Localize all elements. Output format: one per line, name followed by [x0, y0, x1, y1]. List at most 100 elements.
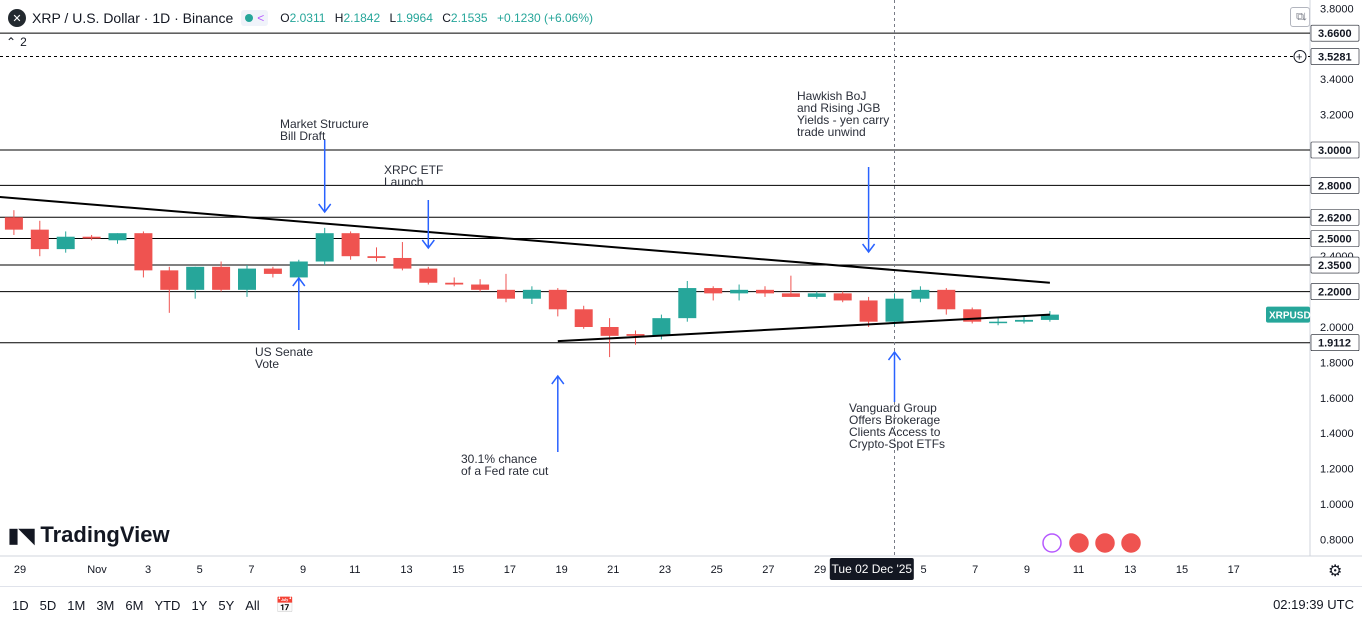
price-tick: 3.8000 [1320, 3, 1354, 15]
current-price-tag-bg [1266, 306, 1310, 323]
timeframe-1m[interactable]: 1M [67, 597, 86, 613]
add-alert-plus: + [1296, 52, 1302, 64]
clock[interactable]: 02:19:39 UTC [1273, 597, 1354, 612]
candle-body [1015, 319, 1033, 322]
time-tick: Nov [87, 564, 107, 576]
x-logo-icon[interactable]: ✕ [8, 9, 26, 27]
level-tag-bg [1310, 230, 1360, 247]
level-tag: 2.2000 [1318, 287, 1352, 299]
timeframe-6m[interactable]: 6M [125, 597, 144, 613]
annotation-arrowhead [292, 276, 306, 287]
time-tick: 7 [248, 564, 254, 576]
time-tick: 9 [300, 564, 306, 576]
annotation-text: Clients Access to [849, 425, 941, 439]
annotation-arrowhead [318, 203, 332, 214]
arrow-down-icon[interactable]: ↓ [1301, 8, 1309, 23]
annotation-text: XRPC ETF [384, 163, 443, 177]
tradingview-logo: ▮◥ TradingView [8, 522, 170, 547]
timeframe-ytd[interactable]: YTD [154, 597, 181, 613]
level-tag: 2.6200 [1318, 212, 1352, 224]
indicator-toggle[interactable]: ⌃ 2 [6, 35, 27, 49]
chart-header: ✕ XRP / U.S. Dollar · 1D · Binance < O2.… [0, 0, 593, 36]
annotation-text: Bill Draft [280, 129, 326, 143]
price-tick: 0.8000 [1320, 534, 1354, 546]
us-flag-icon[interactable] [1069, 533, 1089, 553]
descending-resistance-line[interactable] [0, 195, 1050, 284]
symbol-title[interactable]: XRP / U.S. Dollar · 1D · Binance [32, 10, 234, 26]
us-flag-icon[interactable] [1095, 533, 1115, 553]
price-chart[interactable]: 3.80003.40003.20002.40002.00001.80001.60… [0, 0, 1362, 586]
timeframe-5y[interactable]: 5Y [218, 597, 235, 613]
candle-body [522, 289, 541, 299]
timeframe-5d[interactable]: 5D [39, 597, 57, 613]
time-tick: 29 [14, 564, 26, 576]
candle-body [186, 266, 205, 290]
annotation-arrowhead [861, 243, 876, 254]
candle-body [263, 268, 282, 274]
time-tick: 15 [452, 564, 464, 576]
time-tick: 5 [920, 564, 926, 576]
candle-body [704, 288, 723, 294]
annotation-text: US Senate [255, 345, 313, 359]
price-tick: 2.0000 [1320, 322, 1354, 334]
price-tick: 3.2000 [1320, 110, 1354, 122]
level-tag-bg [1310, 177, 1360, 194]
annotation-text: of a Fed rate cut [461, 464, 549, 478]
time-tick: 29 [814, 564, 826, 576]
timeframe-1d[interactable]: 1D [12, 597, 29, 613]
gear-icon[interactable]: ⚙ [1328, 563, 1343, 580]
time-tick: 3 [145, 564, 151, 576]
timeframe-all[interactable]: All [245, 597, 260, 613]
bottom-toolbar: 1D 5D 1M 3M 6M YTD 1Y 5Y All 📅 02:19:39 UTC [0, 586, 1362, 623]
visibility-toggle[interactable]: < [241, 10, 269, 26]
level-tag: 1.9112 [1318, 338, 1351, 350]
candle-body [134, 233, 153, 271]
time-tick: 17 [1228, 564, 1240, 576]
time-tick: 19 [555, 564, 567, 576]
annotation-arrowhead [421, 239, 435, 250]
candle-body [4, 217, 23, 230]
candle-body [108, 233, 127, 241]
candle-body [445, 282, 464, 285]
candle-body [471, 284, 490, 290]
timeframe-1y[interactable]: 1Y [191, 597, 208, 613]
time-tick: 17 [504, 564, 516, 576]
price-tick: 1.6000 [1320, 393, 1354, 405]
time-tick: 27 [762, 564, 774, 576]
candle-body [548, 289, 567, 310]
level-tag: 2.3500 [1318, 260, 1352, 272]
annotation-text: Vanguard Group [849, 401, 937, 415]
annotation-text: Launch [384, 175, 423, 189]
candle-body [289, 261, 308, 278]
candle-body [937, 289, 956, 310]
level-tag-bg [1310, 48, 1360, 65]
us-flag-icon[interactable] [1121, 533, 1141, 553]
timeframe-list: 1D 5D 1M 3M 6M YTD 1Y 5Y All [0, 598, 260, 613]
level-tag-bg [1310, 334, 1360, 352]
annotation-arrowhead [887, 350, 902, 361]
events-icon[interactable] [1042, 533, 1062, 553]
candle-body [497, 289, 515, 299]
calendar-icon[interactable]: 📅 [275, 597, 295, 614]
annotation-text: Market Structure [280, 117, 369, 131]
level-tag-bg [1310, 208, 1360, 226]
annotation-text: Yields - yen carry [797, 113, 889, 127]
candle-body [82, 236, 101, 239]
timeframe-3m[interactable]: 3M [96, 597, 115, 613]
candle-body [56, 236, 75, 250]
candle-body [393, 257, 412, 269]
candle-body [315, 233, 334, 262]
ohlc-values: O2.0311 H2.1842 L1.9964 C2.1535 +0.1230 … [280, 11, 594, 25]
level-tag: 3.0000 [1318, 145, 1352, 157]
annotation-text: Vote [255, 357, 279, 371]
candle-body [833, 293, 852, 301]
price-tick: 1.0000 [1320, 499, 1354, 511]
share-icon: < [257, 11, 265, 25]
candle-body [885, 298, 904, 322]
level-tag: 2.5000 [1318, 234, 1352, 246]
level-tag: 3.5281 [1318, 52, 1352, 64]
candle-body [781, 293, 800, 297]
ascending-support-line[interactable] [557, 313, 1050, 343]
candle-body [807, 293, 826, 297]
add-alert-icon[interactable] [1293, 50, 1307, 64]
